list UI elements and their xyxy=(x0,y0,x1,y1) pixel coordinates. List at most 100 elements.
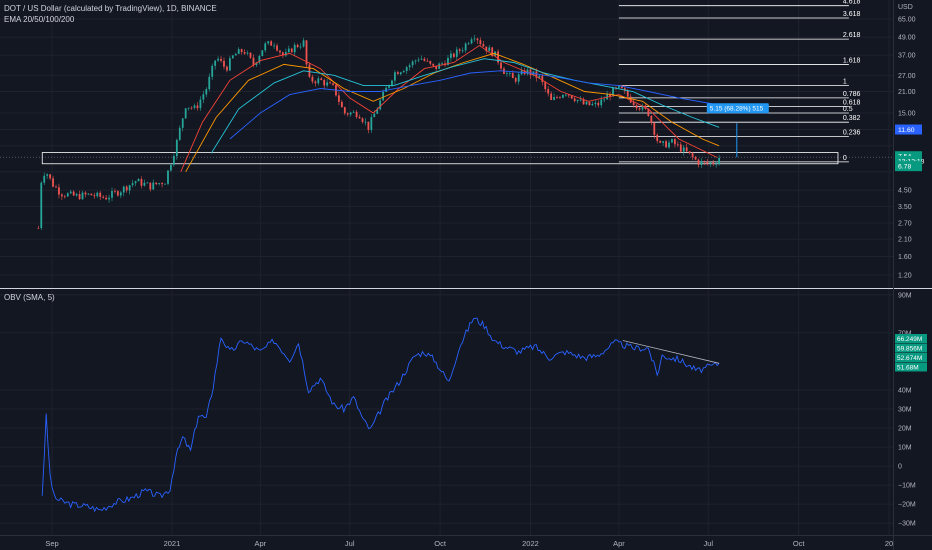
price-tick-label: 2.10 xyxy=(898,237,912,244)
candle-body xyxy=(438,63,441,69)
symbol-legend[interactable]: DOT / US Dollar (calculated by TradingVi… xyxy=(4,4,217,13)
candle-body xyxy=(346,113,349,115)
candle-body xyxy=(340,101,343,108)
obv-badge-text: 52.674M xyxy=(897,355,922,362)
time-tick-label: Apr xyxy=(613,539,625,548)
candle-body xyxy=(146,182,149,184)
candle-body xyxy=(620,85,623,89)
candle-body xyxy=(161,183,163,185)
candle-body xyxy=(84,192,87,195)
candle-body xyxy=(718,157,721,164)
candle-body xyxy=(60,194,63,197)
fib-level-label: 2.618 xyxy=(843,32,861,39)
time-tick-label: Sep xyxy=(45,539,58,548)
obv-badge-text: 59.856M xyxy=(897,346,922,353)
candle-body xyxy=(712,162,715,164)
price-tick-label: 3.50 xyxy=(898,204,912,211)
currency-label: USD xyxy=(898,4,913,11)
candle-body xyxy=(175,139,178,157)
candle-body xyxy=(376,109,379,114)
candle-body xyxy=(155,182,158,185)
obv-tick-label: 40M xyxy=(898,387,912,394)
price-badge-text: 11.60 xyxy=(898,127,915,134)
obv-tick-label: 20M xyxy=(898,426,912,433)
support-zone xyxy=(41,152,839,165)
candle-body xyxy=(659,140,662,143)
candle-body xyxy=(122,186,125,193)
candle-body xyxy=(482,44,485,47)
obv-tick-label: −30M xyxy=(898,521,916,528)
candle-body xyxy=(432,63,435,66)
candle-body xyxy=(352,111,355,113)
price-tick-label: 49.00 xyxy=(898,35,916,42)
candle-body xyxy=(618,85,620,88)
price-tick-label: 4.50 xyxy=(898,188,912,195)
obv-legend[interactable]: OBV (SMA, 5) xyxy=(4,293,55,302)
candle-body xyxy=(650,115,653,123)
candle-body xyxy=(320,78,323,81)
candle-body xyxy=(414,60,417,62)
candle-body xyxy=(455,49,458,57)
candle-body xyxy=(338,95,340,102)
candle-body xyxy=(529,69,532,76)
candle-body xyxy=(205,89,208,95)
candle-body xyxy=(556,97,558,98)
candle-body xyxy=(582,99,585,105)
candle-body xyxy=(114,190,116,192)
candle-body xyxy=(329,82,331,84)
candle-body xyxy=(609,94,611,97)
candle-body xyxy=(467,43,470,45)
candle-body xyxy=(246,52,249,54)
obv-tick-label: −20M xyxy=(898,502,916,509)
candle-body xyxy=(547,89,550,94)
candle-body xyxy=(388,85,390,88)
candle-body xyxy=(202,94,205,100)
price-tick-label: 27.00 xyxy=(898,73,916,80)
candle-body xyxy=(102,196,105,198)
candle-body xyxy=(108,197,110,200)
candle-body xyxy=(214,60,217,66)
candle-body xyxy=(96,192,99,197)
candle-body xyxy=(514,78,517,82)
candle-body xyxy=(355,111,358,117)
price-tick-label: 2.70 xyxy=(898,220,912,227)
candle-body xyxy=(626,90,629,97)
candle-body xyxy=(441,63,443,65)
candle-body xyxy=(417,59,420,61)
candle-body xyxy=(196,105,199,109)
candle-body xyxy=(570,95,573,99)
candle-body xyxy=(296,44,299,47)
fib-level-label: 0.618 xyxy=(843,100,861,107)
candle-body xyxy=(40,182,43,229)
candle-body xyxy=(638,108,641,110)
candle-body xyxy=(703,161,706,162)
candle-body xyxy=(688,151,691,154)
ema-line-1 xyxy=(180,44,718,172)
candle-body xyxy=(450,53,452,58)
candle-body xyxy=(152,182,155,190)
obv-badge xyxy=(895,353,927,362)
candle-body xyxy=(706,161,709,164)
candle-body xyxy=(170,164,172,171)
candle-body xyxy=(49,174,52,179)
candle-body xyxy=(671,139,673,143)
fib-level-label: 3.618 xyxy=(843,11,861,18)
price-tick-label: 21.00 xyxy=(898,89,916,96)
price-tick-label: 65.00 xyxy=(898,17,916,24)
candle-body xyxy=(435,65,438,69)
candle-body xyxy=(526,69,529,75)
candle-body xyxy=(287,48,290,53)
fib-level-label: 1.618 xyxy=(843,57,861,64)
candle-body xyxy=(709,162,712,164)
candle-body xyxy=(293,44,296,53)
candle-body xyxy=(290,48,293,53)
time-tick-label: Jul xyxy=(704,539,714,548)
candle-body xyxy=(623,88,626,91)
candle-body xyxy=(429,61,432,64)
ema-legend[interactable]: EMA 20/50/100/200 xyxy=(4,15,75,24)
candle-body xyxy=(538,75,541,78)
candle-body xyxy=(485,46,488,52)
measure-label: 5.15 (68.28%) 515 xyxy=(710,106,764,113)
